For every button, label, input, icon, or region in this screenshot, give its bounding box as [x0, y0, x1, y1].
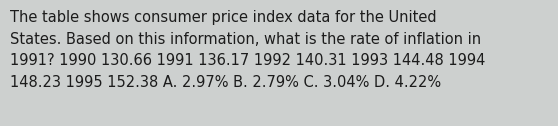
- Text: The table shows consumer price index data for the United
States. Based on this i: The table shows consumer price index dat…: [10, 10, 485, 90]
